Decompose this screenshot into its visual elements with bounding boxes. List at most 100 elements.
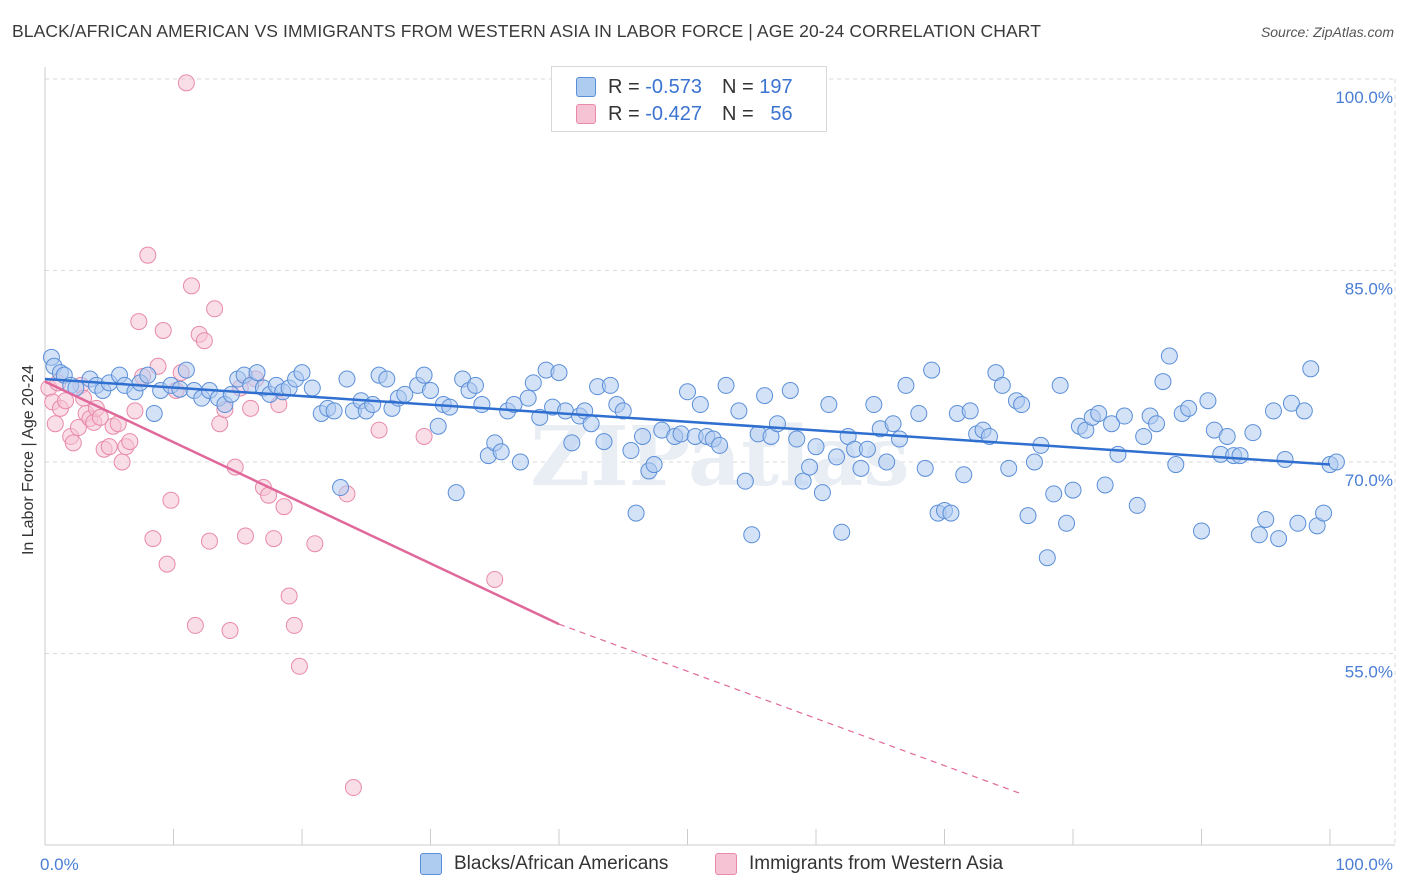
blue-point [622,442,640,460]
blue-point [828,448,846,466]
pink-point [236,527,254,545]
blue-point [614,402,632,420]
series-immigrants-western-asia [40,74,504,797]
pink-point [182,277,200,295]
blue-point [1051,376,1069,394]
pink-swatch [576,104,596,124]
blue-point [473,396,491,414]
pink-trend-extension [558,623,1022,795]
legend-label: Immigrants from Western Asia [749,853,1004,874]
blue-point [884,415,902,433]
blue-point [756,387,774,405]
blue-point [338,370,356,388]
pink-point [186,616,204,634]
blue-point [1244,424,1262,442]
pink-point [64,434,82,452]
blue-point [691,396,709,414]
legend-item-blacks: Blacks/African Americans [420,851,668,877]
stats-legend: R = -0.573 N = 197 R = -0.427 N = 56 [551,66,827,132]
blue-point [550,364,568,382]
r-value: -0.573 [645,75,702,98]
blue-legend-swatch [420,853,442,875]
blue-point [492,443,510,461]
blue-point [910,404,928,422]
chart-source: Source: ZipAtlas.com [1260,24,1394,40]
r-label: R = [608,102,640,125]
pink-point [91,408,109,426]
blue-point [177,361,195,379]
pink-point [126,402,144,420]
blue-point [955,466,973,484]
blue-point [429,417,447,435]
pink-point [415,427,433,445]
pink-point [57,392,75,410]
blue-point [378,370,396,388]
blue-point [1000,459,1018,477]
blue-point [145,404,163,422]
pink-point [144,530,162,548]
blue-point [1096,476,1114,494]
blue-point [1295,402,1313,420]
y-tick-label: 70.0% [1345,471,1393,490]
blue-point [1025,453,1043,471]
blue-point [556,402,574,420]
blue-point [813,484,831,502]
pink-point [486,570,504,588]
blue-point [1103,415,1121,433]
pink-point [162,491,180,509]
pink-point [370,421,388,439]
pink-point [130,313,148,331]
x-tick-labels: 0.0% 100.0% [40,855,1393,874]
pink-point [290,657,308,675]
blue-point [897,376,915,394]
x-tick-label: 0.0% [40,855,79,874]
blue-point [794,472,812,490]
blue-point [1167,456,1185,474]
blue-point [595,433,613,451]
pink-point [306,535,324,553]
pink-point [265,530,283,548]
blue-point [1327,453,1345,471]
blue-swatch [576,77,596,97]
blue-point [1154,373,1172,391]
chart-title: BLACK/AFRICAN AMERICAN VS IMMIGRANTS FRO… [12,21,1041,41]
blue-point [1199,392,1217,410]
blue-point [1115,407,1133,425]
blue-point [820,396,838,414]
pink-trend-line [44,380,560,626]
blue-point [293,364,311,382]
blue-point [1282,394,1300,412]
blue-point [447,484,465,502]
pink-point [46,415,64,433]
blue-point [1289,514,1307,532]
blue-point [1019,507,1037,525]
blue-point [736,472,754,490]
axes [44,67,1395,846]
pink-point [121,433,139,451]
blue-point [711,436,729,454]
blue-point [505,396,523,414]
blue-point [1128,496,1146,514]
blue-point [1064,481,1082,499]
stats-legend-row-pink: R = -0.427 N = 56 [576,101,793,127]
y-axis-title: In Labor Force | Age 20-24 [20,365,37,555]
pink-point [100,438,118,456]
pink-point [221,622,239,640]
r-value: -0.427 [645,102,702,125]
blue-point [1109,445,1127,463]
blue-point [415,366,433,384]
blue-point [466,376,484,394]
blue-point [634,427,652,445]
blue-point [364,396,382,414]
blue-point [743,526,761,544]
pink-point [344,779,362,797]
blue-point [1013,396,1031,414]
y-tick-labels: 100.0% 85.0% 70.0% 55.0% [1335,88,1393,682]
pink-point [280,587,298,605]
n-label: N = [721,102,754,125]
blue-point [1231,447,1249,465]
blue-point [1250,526,1268,544]
blue-point [422,382,439,400]
y-tick-label: 85.0% [1345,280,1393,299]
blue-point [1038,549,1056,567]
